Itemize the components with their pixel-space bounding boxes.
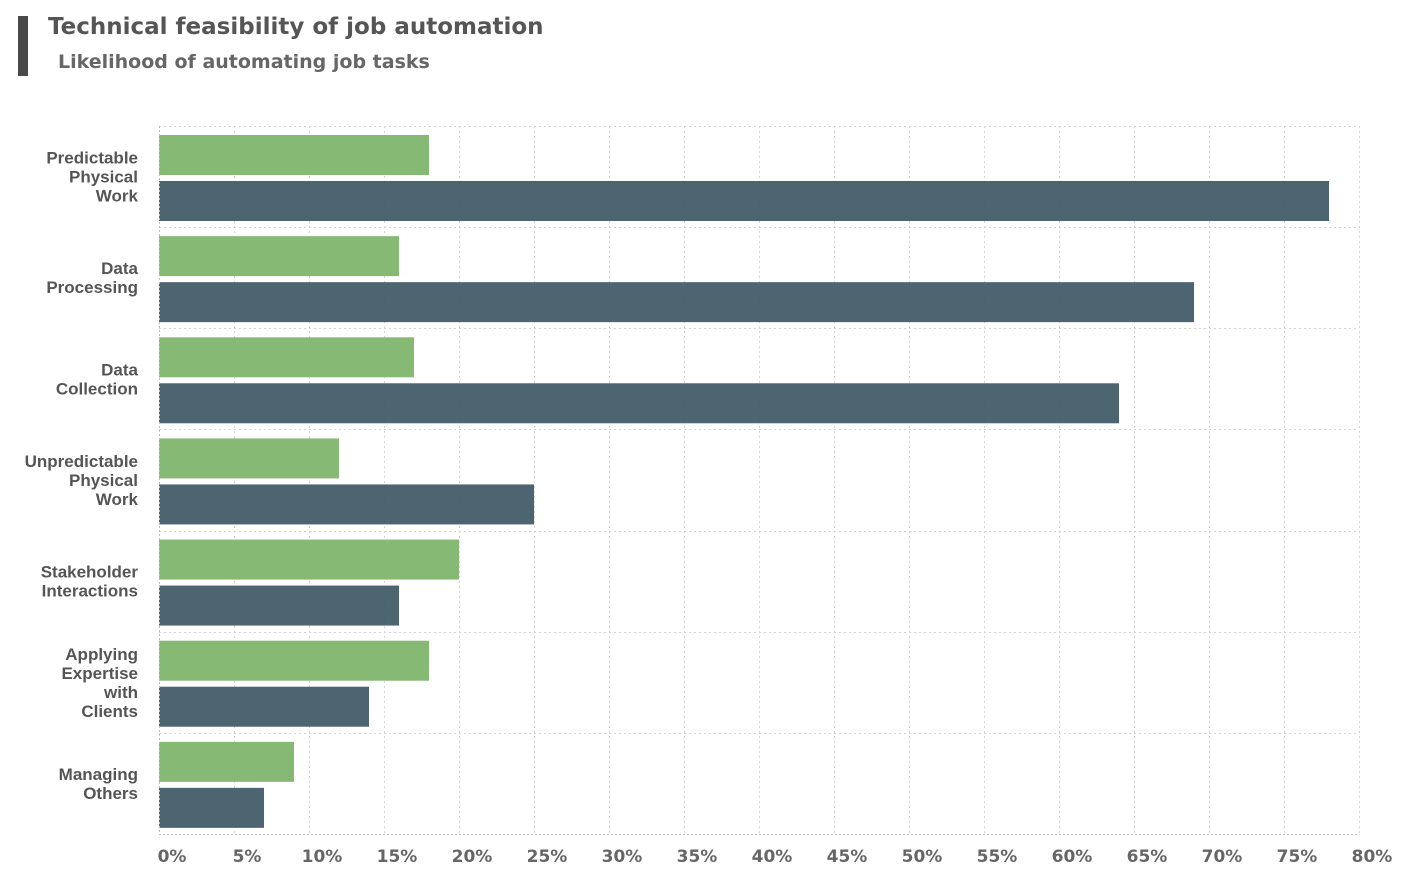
bar-dark-0 xyxy=(159,181,1329,221)
chart-subtitle: Likelihood of automating job tasks xyxy=(58,51,430,73)
category-label-5: Applying Expertise with Clients xyxy=(61,645,138,721)
x-tick-label: 25% xyxy=(527,847,568,867)
x-tick-labels: 0% 5% 10% 15% 20% 25% 30% 35% 40% 45% 50% 55% 60% 65%… xyxy=(158,847,1393,867)
x-tick-label: 70% xyxy=(1202,847,1243,867)
bar-dark-5 xyxy=(159,686,369,727)
bars-layer xyxy=(159,135,1329,828)
bar-dark-2 xyxy=(159,383,1119,424)
category-labels: Predictable Physical Work Data Processing Dat… xyxy=(25,149,139,803)
chart-title: Technical feasibility of job automation xyxy=(48,14,544,40)
bar-green-3 xyxy=(159,438,339,479)
x-tick-label: 35% xyxy=(677,847,718,867)
x-tick-label: 60% xyxy=(1052,847,1093,867)
x-tick-label: 75% xyxy=(1277,847,1318,867)
x-tick-label: 30% xyxy=(602,847,643,867)
grid-layer xyxy=(159,126,1360,834)
x-tick-label: 40% xyxy=(752,847,793,867)
category-label-3: Unpredictable Physical Work xyxy=(25,452,139,509)
category-label-4: Stakeholder Interactions xyxy=(41,563,139,601)
category-label-1: Data Processing xyxy=(46,259,138,297)
category-label-2: Data Collection xyxy=(56,360,139,398)
bar-green-2 xyxy=(159,337,414,378)
bar-dark-6 xyxy=(159,787,264,828)
x-tick-label: 20% xyxy=(452,847,493,867)
bar-green-0 xyxy=(159,135,429,175)
bar-dark-3 xyxy=(159,484,534,525)
category-label-6: Managing Others xyxy=(59,765,138,803)
axis-layer xyxy=(159,126,1359,835)
bar-green-5 xyxy=(159,640,429,681)
x-tick-label: 15% xyxy=(377,847,418,867)
bar-dark-4 xyxy=(159,585,399,626)
title-accent-bar xyxy=(18,16,28,76)
x-tick-label: 5% xyxy=(233,847,262,867)
x-tick-label: 45% xyxy=(827,847,868,867)
x-tick-label: 50% xyxy=(902,847,943,867)
x-tick-label: 65% xyxy=(1127,847,1168,867)
x-tick-label: 80% xyxy=(1352,847,1393,867)
category-label-0: Predictable Physical Work xyxy=(46,149,138,206)
bar-green-1 xyxy=(159,236,399,277)
x-tick-label: 55% xyxy=(977,847,1018,867)
x-tick-label: 10% xyxy=(302,847,343,867)
x-tick-label: 0% xyxy=(158,847,187,867)
bar-dark-1 xyxy=(159,282,1194,323)
bar-green-4 xyxy=(159,539,459,580)
bar-green-6 xyxy=(159,741,294,782)
